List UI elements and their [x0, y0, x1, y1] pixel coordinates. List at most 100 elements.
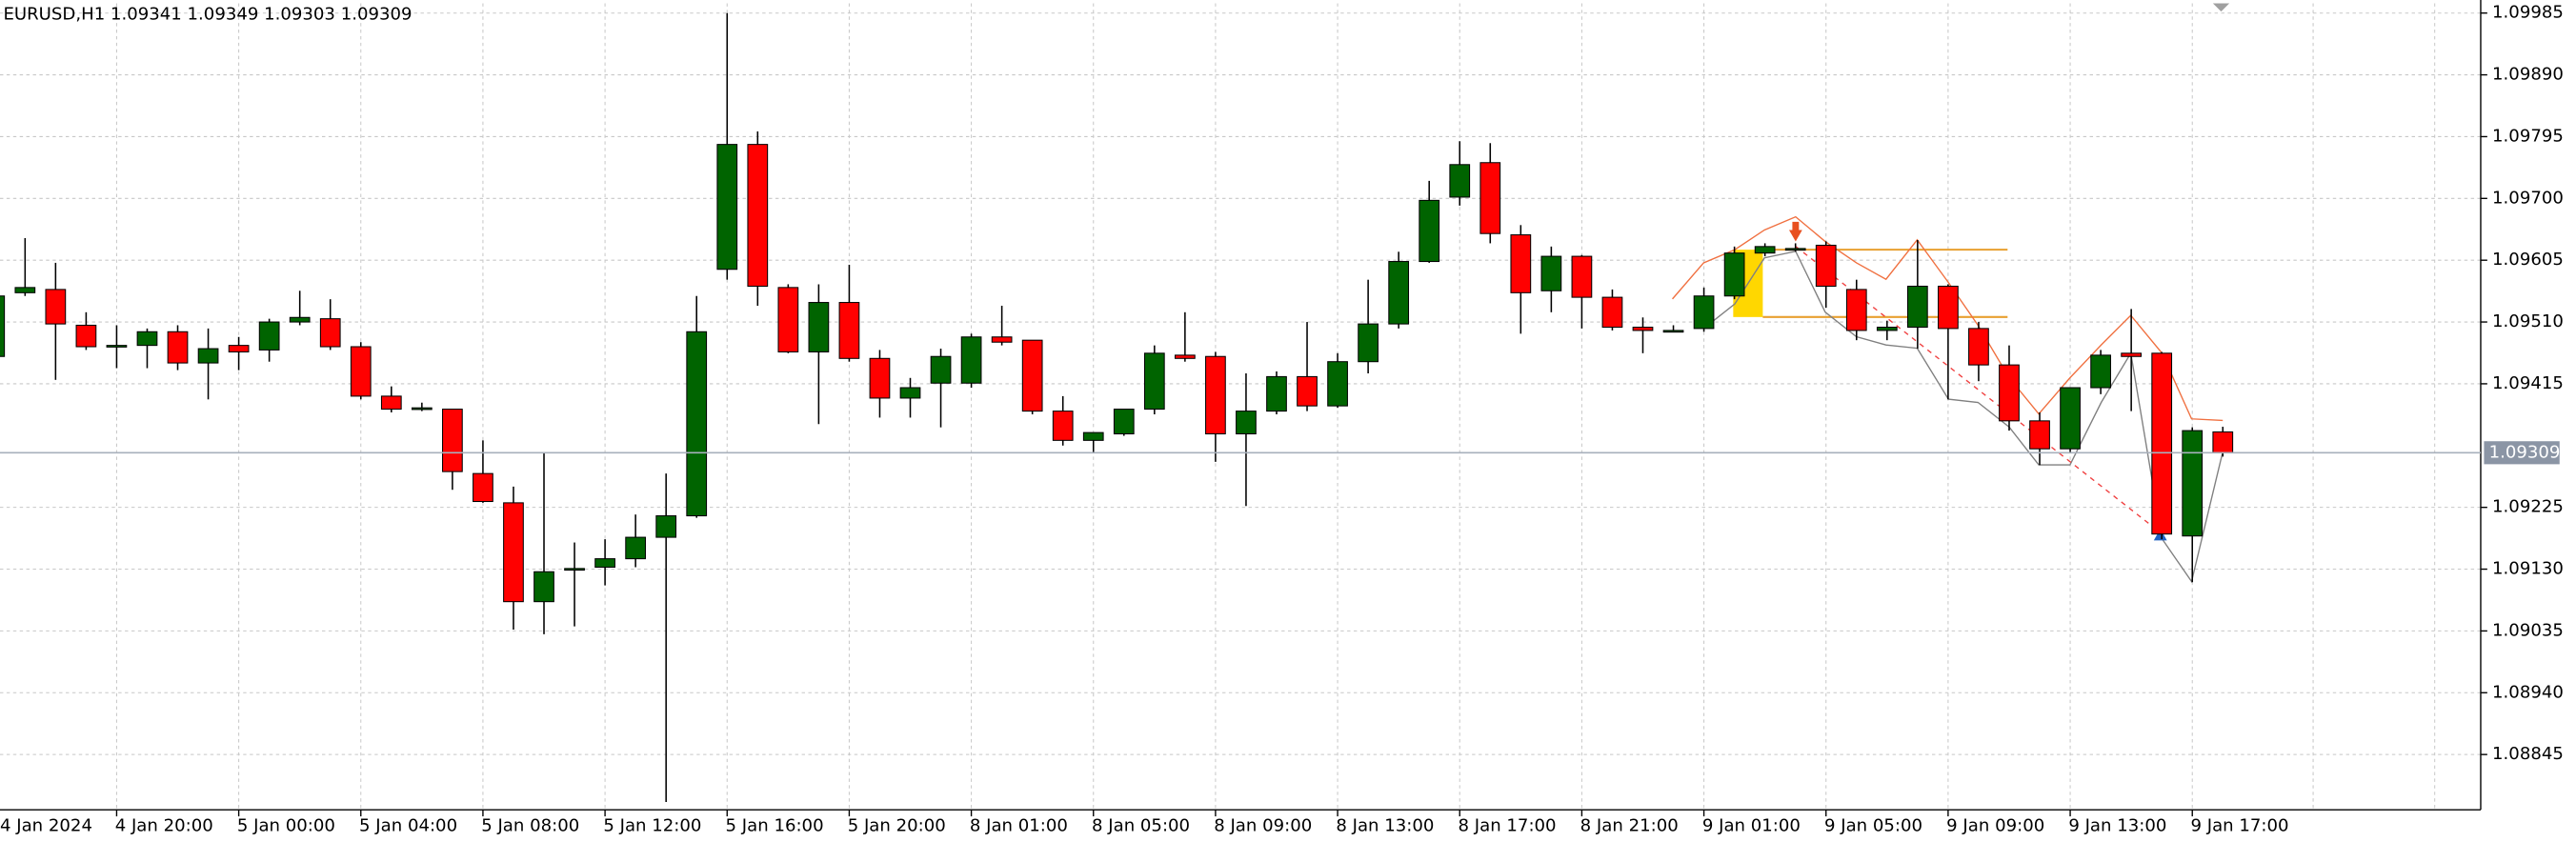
y-tick-label: 1.09130: [2492, 559, 2564, 579]
candle-body: [228, 345, 250, 352]
candle-body: [899, 387, 921, 399]
candle-body: [1845, 289, 1867, 331]
candle-body: [1205, 355, 1226, 435]
candle-body: [1113, 409, 1135, 435]
y-tick-label: 1.08940: [2492, 682, 2564, 702]
candle-body: [564, 568, 585, 571]
candle-body: [747, 144, 769, 288]
candle-body: [75, 324, 97, 348]
candle-body: [1723, 252, 1745, 297]
candle-body: [1815, 244, 1837, 288]
sell-arrow: [1788, 221, 1802, 242]
y-tick-label: 1.09035: [2492, 620, 2564, 640]
candle-body: [686, 331, 708, 517]
candle-body: [594, 558, 615, 569]
y-tick-label: 1.09510: [2492, 311, 2564, 331]
candle-body: [655, 515, 677, 538]
candle-body: [1358, 323, 1379, 363]
current-price-label: 1.09309: [2489, 442, 2561, 462]
candle-body: [625, 536, 647, 560]
candle-body: [1876, 327, 1898, 331]
candle-body: [1419, 199, 1440, 263]
y-tick-label: 1.09225: [2492, 497, 2564, 517]
y-tick-label: 1.09700: [2492, 188, 2564, 208]
x-tick-label: 9 Jan 01:00: [1702, 815, 1801, 835]
candle-body: [1540, 255, 1562, 291]
candle-body: [930, 355, 952, 384]
candle-body: [167, 331, 189, 364]
candle-body: [808, 302, 830, 352]
chart-title: EURUSD,H1 1.09341 1.09349 1.09303 1.0930…: [3, 5, 412, 25]
x-tick-label: 5 Jan 00:00: [237, 815, 335, 835]
candle-body: [1510, 234, 1532, 293]
x-tick-label: 4 Jan 20:00: [115, 815, 213, 835]
candle-body: [442, 409, 463, 472]
candle-body: [960, 336, 982, 384]
candle-body: [2090, 354, 2111, 389]
candle-body: [716, 144, 738, 271]
x-tick-label: 8 Jan 09:00: [1214, 815, 1312, 835]
x-tick-label: 8 Jan 01:00: [970, 815, 1068, 835]
x-tick-label: 5 Jan 20:00: [848, 815, 946, 835]
candle-body: [991, 336, 1013, 343]
candle-body: [869, 357, 891, 399]
candle-body: [503, 502, 524, 603]
candle-body: [319, 318, 341, 348]
candle-body: [411, 407, 433, 411]
x-tick-label: 5 Jan 12:00: [603, 815, 701, 835]
current-price-box: [2484, 441, 2560, 465]
candle-body: [45, 289, 67, 325]
candle-body: [1693, 295, 1715, 330]
candle-body: [1632, 327, 1654, 331]
x-tick-label: 8 Jan 21:00: [1580, 815, 1679, 835]
y-tick-label: 1.09890: [2492, 65, 2564, 85]
y-tick-label: 1.09795: [2492, 126, 2564, 146]
candle-body: [1479, 162, 1501, 234]
candle-body: [2060, 387, 2081, 450]
x-tick-label: 9 Jan 17:00: [2191, 815, 2289, 835]
candle-body: [1571, 255, 1593, 298]
y-tick-label: 1.08845: [2492, 744, 2564, 764]
candle-body: [2029, 420, 2050, 450]
candle-body: [1082, 431, 1104, 441]
candle-body: [1388, 261, 1410, 325]
x-tick-label: 5 Jan 04:00: [359, 815, 457, 835]
candle-body: [2212, 431, 2234, 453]
candle-body: [1999, 364, 2020, 422]
trend-line: [1795, 246, 2163, 535]
candle-body: [1297, 375, 1318, 407]
buy-arrow: [2153, 529, 2167, 541]
candle-body: [1449, 164, 1471, 198]
y-tick-label: 1.09605: [2492, 250, 2564, 270]
candle-body: [1938, 285, 1959, 330]
candle-body: [2151, 352, 2173, 535]
candle-body: [1968, 328, 1989, 366]
candle-body: [258, 321, 280, 351]
candles: [0, 12, 2234, 802]
x-tick-label: 5 Jan 08:00: [481, 815, 579, 835]
candle-body: [777, 287, 799, 352]
candle-body: [1327, 361, 1348, 407]
candle-body: [289, 316, 311, 323]
candle-body: [136, 331, 158, 347]
x-tick-label: 8 Jan 17:00: [1459, 815, 1557, 835]
candle-body: [197, 348, 219, 364]
candle-body: [2121, 352, 2143, 357]
candle-body: [838, 302, 860, 359]
candle-body: [1784, 248, 1806, 251]
x-tick-label: 8 Jan 13:00: [1336, 815, 1434, 835]
candle-body: [350, 346, 372, 397]
candle-body: [1236, 411, 1257, 435]
y-tick-label: 1.09985: [2492, 3, 2564, 23]
candle-body: [1052, 411, 1074, 441]
x-tick-label: 9 Jan 05:00: [1824, 815, 1922, 835]
zigzag-lower: [1702, 251, 2224, 584]
x-tick-label: 9 Jan 09:00: [1946, 815, 2044, 835]
candle-body: [2182, 430, 2204, 537]
candle-body: [473, 472, 493, 503]
shift-marker: [2212, 3, 2230, 12]
candle-body: [1906, 285, 1928, 329]
x-tick-label: 5 Jan 16:00: [726, 815, 824, 835]
